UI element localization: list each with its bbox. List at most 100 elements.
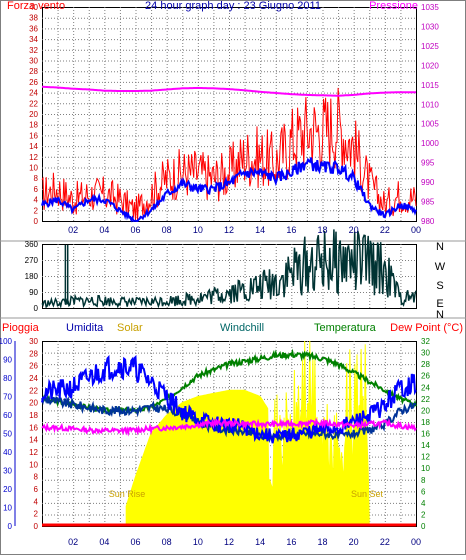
temperature-tick-label: 24 (421, 383, 430, 392)
wind-tick-label: 4 (34, 196, 39, 205)
series-humidity (41, 354, 417, 444)
humidity-tick-label: 70 (3, 393, 12, 402)
compass-label: E (436, 298, 443, 310)
legend-solar: Solar (117, 322, 143, 334)
x-tick-label: 02 (68, 537, 78, 547)
direction-tick-label: 90 (29, 288, 38, 297)
temperature-tick-label: 8 (421, 476, 426, 485)
wind-tick-label: 16 (29, 131, 38, 140)
temperature-tick-label: 26 (421, 372, 430, 381)
humidity-tick-label: 20 (3, 485, 12, 494)
x-tick-label: 02 (68, 225, 78, 235)
rain-tick-label: 8 (34, 473, 39, 482)
legend-windchill: Windchill (220, 322, 264, 334)
x-tick-label: 20 (349, 225, 359, 235)
legend-temperature: Temperatura (314, 322, 377, 334)
rain-tick-label: 14 (29, 436, 38, 445)
humidity-tick-label: 10 (3, 504, 12, 513)
rain-tick-label: 26 (29, 362, 38, 371)
wind-tick-label: 30 (29, 57, 38, 66)
pressure-tick-label: 985 (421, 198, 435, 207)
rain-tick-label: 22 (29, 386, 38, 395)
rain-tick-label: 4 (34, 497, 39, 506)
x-tick-label: 12 (224, 225, 234, 235)
x-tick-label: 12 (224, 537, 234, 547)
series-temperature (41, 348, 417, 415)
wind-tick-label: 40 (29, 3, 38, 12)
x-tick-label: 22 (380, 537, 390, 547)
humidity-tick-label: 40 (3, 448, 12, 457)
x-tick-label: 04 (99, 537, 109, 547)
x-tick-label: 16 (286, 537, 296, 547)
wind-tick-label: 38 (29, 14, 38, 23)
series-lines (41, 85, 417, 527)
legend-rain: Pioggia (2, 322, 40, 334)
temperature-tick-label: 18 (421, 418, 430, 427)
rain-tick-label: 10 (29, 460, 38, 469)
wind-tick-label: 6 (34, 185, 39, 194)
humidity-tick-label: 50 (3, 430, 12, 439)
pressure-tick-label: 995 (421, 159, 435, 168)
pressure-tick-label: 1015 (421, 81, 439, 90)
x-tick-label: 08 (162, 537, 172, 547)
rain-tick-label: 18 (29, 411, 38, 420)
x-tick-label: 00 (411, 537, 421, 547)
legend-dewpoint: Dew Point (°C) (390, 322, 463, 334)
direction-tick-label: 270 (25, 256, 39, 265)
temperature-tick-label: 30 (421, 349, 430, 358)
pressure-tick-label: 1025 (421, 42, 439, 51)
rain-tick-label: 30 (29, 337, 38, 346)
wind-tick-label: 20 (29, 110, 38, 119)
humidity-tick-label: 60 (3, 411, 12, 420)
compass-label: N (436, 241, 444, 253)
pressure-tick-label: 980 (421, 217, 435, 226)
humidity-tick-label: 100 (0, 337, 13, 346)
rain-tick-label: 12 (29, 448, 38, 457)
rain-tick-label: 28 (29, 349, 38, 358)
direction-tick-label: 0 (34, 304, 39, 313)
wind-tick-label: 36 (29, 24, 38, 33)
series-windchill (41, 394, 417, 444)
sunrise-label: Sun Rise (109, 489, 146, 499)
humidity-tick-label: 90 (3, 356, 12, 365)
humidity-tick-label: 30 (3, 467, 12, 476)
pressure-tick-label: 1005 (421, 120, 439, 129)
wind-tick-label: 32 (29, 46, 38, 55)
pressure-tick-label: 1000 (421, 139, 439, 148)
rain-tick-label: 24 (29, 374, 38, 383)
wind-tick-label: 18 (29, 121, 38, 130)
x-tick-label: 18 (317, 225, 327, 235)
chart-title: 24 hour graph day : 23 Giugno 2011 (145, 0, 321, 12)
x-tick-label: 16 (286, 225, 296, 235)
rain-tick-label: 2 (34, 510, 39, 519)
series-dewpoint (41, 417, 417, 437)
wind-tick-label: 0 (34, 217, 39, 226)
wind-axis-title: Forza vento (7, 0, 65, 12)
legend-humidity: Umidita (66, 322, 104, 334)
x-tick-label: 06 (130, 537, 140, 547)
pressure-axis-title: Pressione (369, 0, 418, 12)
compass-label: S (436, 280, 443, 292)
pressure-tick-label: 990 (421, 178, 435, 187)
x-tick-label: 00 (411, 225, 421, 235)
wind-tick-label: 26 (29, 78, 38, 87)
temperature-tick-label: 10 (421, 464, 430, 473)
series-wind-average (41, 157, 417, 223)
temperature-tick-label: 16 (421, 430, 430, 439)
temperature-tick-label: 22 (421, 395, 430, 404)
direction-tick-label: 180 (25, 272, 39, 281)
wind-tick-label: 22 (29, 99, 38, 108)
compass-label: N (436, 309, 444, 321)
x-tick-label: 08 (162, 225, 172, 235)
x-tick-label: 20 (349, 537, 359, 547)
wind-tick-label: 8 (34, 174, 39, 183)
compass-label: W (435, 261, 446, 273)
temperature-tick-label: 28 (421, 360, 430, 369)
wind-tick-label: 12 (29, 153, 38, 162)
pressure-tick-label: 1035 (421, 3, 439, 12)
series-wind-direction (41, 229, 417, 309)
pressure-tick-label: 1030 (421, 22, 439, 31)
x-tick-label: 10 (193, 225, 203, 235)
